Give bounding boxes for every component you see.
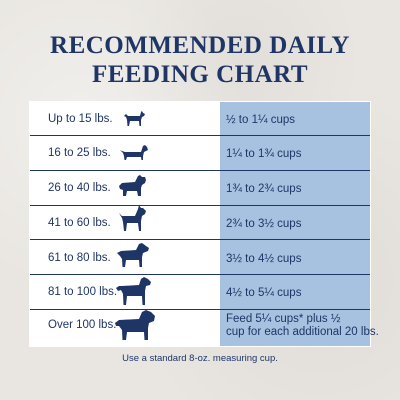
weight-label: 41 to 60 lbs. xyxy=(48,217,111,229)
weight-label: 16 to 25 lbs. xyxy=(48,147,111,159)
weight-label: 26 to 40 lbs. xyxy=(48,182,111,194)
cups-column xyxy=(220,102,370,346)
dachshund-icon xyxy=(119,141,149,163)
cups-value-line-2: cup for each additional 20 lbs. xyxy=(226,326,379,338)
row-divider xyxy=(30,309,370,310)
labrador-icon xyxy=(115,274,153,308)
mastiff-icon xyxy=(113,307,157,343)
row-divider xyxy=(30,239,370,240)
rottweiler-icon xyxy=(115,240,151,270)
small-terrier-icon xyxy=(122,108,146,128)
cups-value-line-1: Feed 5¼ cups* plus ½ xyxy=(226,313,341,325)
cups-value: 1¼ to 1¾ cups xyxy=(226,148,302,160)
row-divider xyxy=(30,135,370,136)
weight-label: Over 100 lbs. xyxy=(48,319,117,331)
cups-value: 2¾ to 3½ cups xyxy=(226,218,302,230)
row-divider xyxy=(30,274,370,275)
cups-value: ½ to 1¼ cups xyxy=(226,114,296,126)
row-divider xyxy=(30,170,370,171)
cups-value: 3½ to 4½ cups xyxy=(226,253,302,265)
weight-label: 81 to 100 lbs. xyxy=(48,286,118,298)
weight-label: Up to 15 lbs. xyxy=(48,113,113,125)
page-title-line-1: RECOMMENDED DAILY xyxy=(50,32,350,59)
boxer-icon xyxy=(117,204,149,234)
row-divider xyxy=(30,205,370,206)
bulldog-icon xyxy=(117,172,149,200)
cups-value: 1¾ to 2¾ cups xyxy=(226,183,302,195)
footnote: Use a standard 8-oz. measuring cup. xyxy=(122,353,278,364)
page-title-line-2: FEEDING CHART xyxy=(91,61,309,88)
weight-label: 61 to 80 lbs. xyxy=(48,252,111,264)
feeding-table: Up to 15 lbs. ½ to 1¼ cups 16 to 25 lbs.… xyxy=(29,101,379,347)
cups-value: 4½ to 5¼ cups xyxy=(226,287,302,299)
